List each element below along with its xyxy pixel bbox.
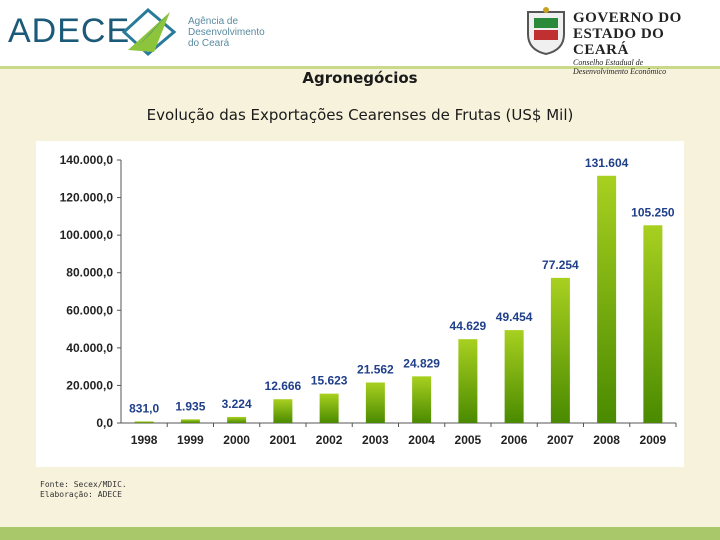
y-tick-label: 100.000,0: [60, 228, 114, 242]
x-tick-label: 2000: [223, 433, 250, 447]
data-label-2005: 44.629: [450, 319, 487, 333]
government-logo-text: GOVERNO DO ESTADO DO CEARÁ Conselho Esta…: [573, 10, 720, 76]
bar-2005: [458, 339, 478, 423]
data-label-2006: 49.454: [496, 310, 533, 324]
header: ADECE Agência de Desenvolvimento do Cear…: [0, 0, 720, 76]
gov-line-2: ESTADO DO CEARÁ: [573, 26, 665, 58]
bar-2001: [273, 399, 293, 423]
x-tick-label: 2005: [455, 433, 482, 447]
footer-bar: [0, 527, 720, 540]
x-tick-label: 2006: [501, 433, 528, 447]
data-label-1999: 1.935: [175, 399, 205, 413]
bar-2003: [365, 382, 385, 423]
y-tick-label: 120.000,0: [60, 191, 114, 205]
data-label-2000: 3.224: [222, 397, 252, 411]
chart-area: 0,0 20.000,0 40.000,0 60.000,0 80.000,0 100.0…: [36, 141, 684, 467]
bar-1999: [180, 419, 200, 423]
y-tick-label: 60.000,0: [66, 303, 113, 317]
x-tick-label: 2009: [640, 433, 667, 447]
state-seal-icon: [527, 7, 565, 56]
bar-2000: [227, 416, 247, 423]
adece-logo-text: ADECE: [8, 12, 131, 50]
elaboration-line: Elaboração: ADECE: [40, 490, 122, 499]
bar-2008: [597, 175, 617, 423]
adece-subtitle-line-2: Desenvolvimento: [188, 27, 265, 38]
y-tick-label: 0,0: [96, 416, 113, 430]
gov-line-3: Conselho Estadual de: [573, 58, 644, 67]
data-label-2009: 105.250: [631, 205, 675, 219]
x-tick-label: 2008: [593, 433, 620, 447]
data-label-2001: 12.666: [265, 379, 302, 393]
x-tick-label: 2001: [270, 433, 297, 447]
gov-line-1: GOVERNO DO: [573, 10, 682, 26]
adece-logo-icon: [121, 8, 177, 56]
source-line: Fonte: Secex/MDIC.: [40, 480, 127, 489]
x-tick-label: 2007: [547, 433, 574, 447]
bar-1998: [134, 421, 154, 423]
section-title: Agronegócios: [302, 69, 418, 87]
bar-2007: [550, 277, 570, 423]
y-tick-label: 40.000,0: [66, 341, 113, 355]
x-tick-label: 1999: [177, 433, 204, 447]
data-label-2002: 15.623: [311, 374, 348, 388]
x-tick-label: 2003: [362, 433, 389, 447]
data-label-1998: 831,0: [129, 401, 159, 415]
x-tick-label: 2002: [316, 433, 343, 447]
data-label-2004: 24.829: [403, 356, 440, 370]
adece-subtitle-line-1: Agência de: [188, 16, 239, 27]
source-note: Fonte: Secex/MDIC. Elaboração: ADECE: [40, 480, 127, 500]
data-label-2003: 21.562: [357, 362, 394, 376]
adece-subtitle-line-3: do Ceará: [188, 38, 230, 49]
bar-chart: 0,0 20.000,0 40.000,0 60.000,0 80.000,0 100.0…: [60, 153, 677, 447]
bar-2004: [412, 376, 432, 423]
data-label-2007: 77.254: [542, 258, 579, 272]
bar-2009: [643, 225, 663, 423]
y-tick-label: 80.000,0: [66, 266, 113, 280]
data-label-2008: 131.604: [585, 156, 629, 170]
y-tick-label: 140.000,0: [60, 153, 114, 167]
x-tick-label: 1998: [131, 433, 158, 447]
x-tick-label: 2004: [408, 433, 435, 447]
chart-title: Evolução das Exportações Cearenses de Fr…: [146, 106, 574, 124]
bar-2006: [504, 330, 524, 423]
adece-logo-subtitle: Agência de Desenvolvimento do Ceará: [188, 16, 265, 49]
bar-2002: [319, 393, 339, 423]
y-tick-label: 20.000,0: [66, 378, 113, 392]
gov-line-4: Desenvolvimento Econômico: [573, 67, 667, 76]
